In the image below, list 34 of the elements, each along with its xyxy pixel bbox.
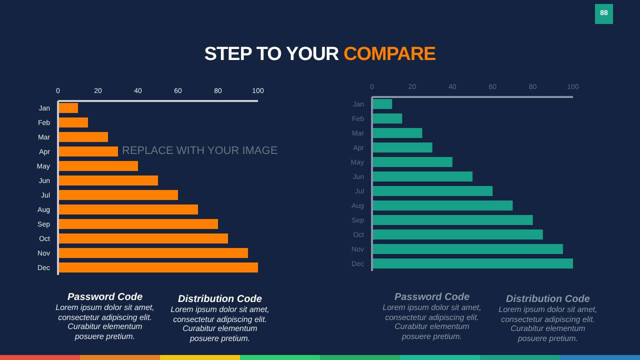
bar: [372, 128, 422, 138]
text: Password Code: [393, 292, 471, 304]
bar: [372, 215, 533, 225]
bar: [372, 142, 432, 152]
bar: [58, 204, 198, 214]
text: Distribution Code: [505, 294, 591, 306]
text: Password Code: [66, 292, 144, 304]
bar: [372, 172, 472, 182]
bar: [372, 157, 452, 167]
bar: [58, 146, 118, 156]
bar: [58, 190, 178, 200]
bar: [372, 186, 493, 196]
text: Lorem ipsum dolor sit amet, consectetur adipiscing elit. Curabitur elementum posuere pretium.: [54, 303, 156, 342]
bar: [58, 176, 158, 186]
text: Lorem ipsum dolor sit amet, consectetur adipiscing elit. Curabitur elementum posuere pretium.: [170, 305, 270, 344]
bar: [372, 230, 543, 240]
bar: [372, 258, 573, 268]
annotation: REPLACE WITH YOUR IMAGE: [122, 145, 278, 158]
bar: [58, 132, 108, 142]
bar: [58, 103, 78, 113]
text: Lorem ipsum dolor sit amet, consectetur adipiscing elit. Curabitur elementum posuere pretium.: [382, 303, 482, 342]
bar: [372, 244, 563, 254]
bar: [372, 200, 513, 210]
bar: [58, 161, 138, 171]
bar: [58, 262, 258, 272]
bar: [58, 118, 88, 128]
bar: [372, 114, 402, 124]
bar: [58, 219, 218, 229]
bar: [372, 99, 392, 109]
text: Distribution Code: [177, 294, 263, 306]
text: STEP TO YOUR COMPARE: [204, 44, 436, 65]
text: Lorem ipsum dolor sit amet, consectetur adipiscing elit. Curabitur elementum posuere pretium.: [498, 305, 598, 344]
bar: [58, 234, 228, 244]
bar: [58, 248, 248, 258]
